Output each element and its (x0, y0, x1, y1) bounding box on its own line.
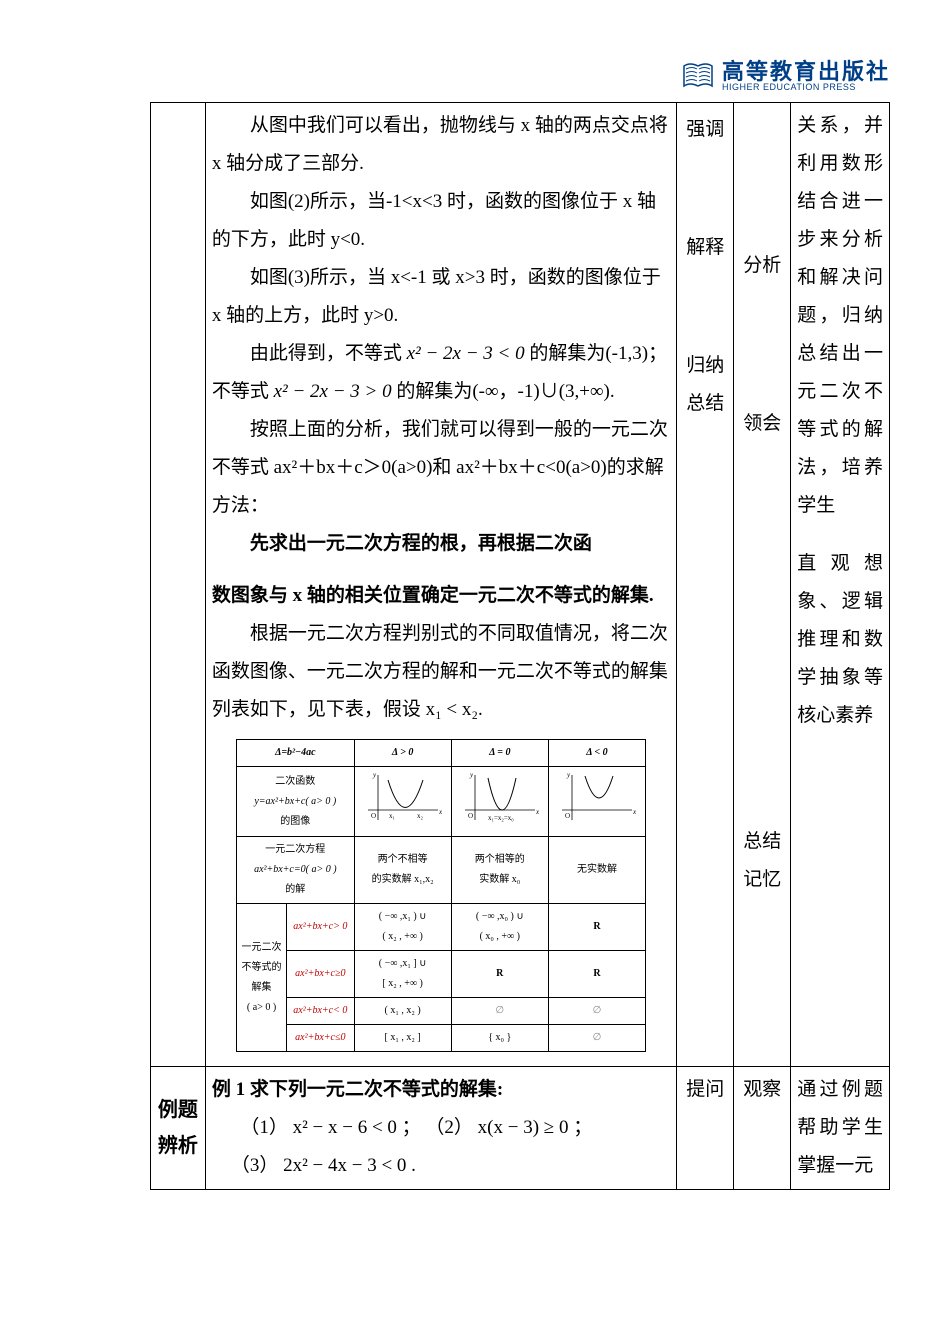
it-r3a-c3: R (548, 904, 645, 951)
r1-p4: 由此得到，不等式 x² − 2x − 3 < 0 的解集为(-1,3)；不等式 … (212, 335, 670, 411)
it-r3a-c2: ( −∞ ,x₀ ) ∪( x₀ , +∞ ) (451, 904, 548, 951)
it-h-d1: Δ > 0 (354, 740, 451, 767)
it-h-d3: Δ < 0 (548, 740, 645, 767)
svg-text:x: x (632, 808, 637, 816)
r1-p2: 如图(2)所示，当-1<x<3 时，函数的图像位于 x 轴的下方，此时 y<0. (212, 183, 670, 259)
r1c3b: 解释 (686, 229, 724, 267)
row2-col3: 提问 (677, 1067, 734, 1190)
it-r3b-c1: ( −∞ ,x₁ ] ∪[ x₂ , +∞ ) (354, 951, 451, 998)
r1-p3: 如图(3)所示，当 x<-1 或 x>3 时，函数的图像位于 x 轴的上方，此时… (212, 259, 670, 335)
it-r2-label: 一元二次方程 ax²+bx+c=0( a> 0 ) 的解 (237, 837, 355, 904)
svg-text:x₁: x₁ (389, 812, 395, 820)
it-r2-c3: 无实数解 (548, 837, 645, 904)
it-parabola-1: x y O x₁ x₂ (354, 767, 451, 837)
r1c4b: 领会 (743, 405, 781, 443)
it-r3b-c2: R (451, 951, 548, 998)
svg-text:x: x (438, 808, 443, 816)
svg-text:O: O (565, 812, 570, 820)
logo-icon (680, 60, 716, 92)
it-h-d2: Δ = 0 (451, 740, 548, 767)
it-h-delta: Δ=b²−4ac (237, 740, 355, 767)
it-f3: ax²+bx+c< 0 (287, 998, 355, 1025)
svg-text:O: O (371, 812, 376, 820)
it-r3c-c3: ∅ (548, 998, 645, 1025)
svg-text:y: y (566, 771, 571, 779)
it-f2: ax²+bx+c≥0 (287, 951, 355, 998)
it-r1-label: 二次函数 y=ax²+bx+c( a> 0 ) 的图像 (237, 767, 355, 837)
row1-content-cell: 从图中我们可以看出，抛物线与 x 轴的两点交点将 x 轴分成了三部分. 如图(2… (205, 103, 676, 1067)
svg-text:x₂: x₂ (417, 812, 424, 820)
it-parabola-3: x y O (548, 767, 645, 837)
r1c5a: 关系，并利用数形结合进一步来分析和解决问题，归纳总结出一元二次不等式的解法，培养… (797, 107, 883, 525)
it-r3d-c3: ∅ (548, 1025, 645, 1052)
svg-text:O: O (468, 812, 473, 820)
r1c4a: 分析 (743, 247, 781, 285)
discriminant-table: Δ=b²−4ac Δ > 0 Δ = 0 Δ < 0 二次函数 y=ax²+bx… (236, 739, 646, 1052)
svg-text:y: y (372, 771, 377, 779)
row2-col5: 通过例题帮助学生掌握一元 (791, 1067, 890, 1190)
it-r3d-c2: { x₀ } (451, 1025, 548, 1052)
r1-p7: 数图象与 x 轴的相关位置确定一元二次不等式的解集. (212, 577, 670, 615)
it-f1: ax²+bx+c> 0 (287, 904, 355, 951)
row2-content-cell: 例 1 求下列一元二次不等式的解集: （1） x² − x − 6 < 0 ； … (205, 1067, 676, 1190)
it-r3d-c1: [ x₁ , x₂ ] (354, 1025, 451, 1052)
it-r2-c1: 两个不相等 的实数解 x₁,x₂ (354, 837, 451, 904)
logo-en-text: HIGHER EDUCATION PRESS (722, 83, 890, 92)
r1-p1: 从图中我们可以看出，抛物线与 x 轴的两点交点将 x 轴分成了三部分. (212, 107, 670, 183)
r1-expr2: x² − 2x − 3 > 0 (274, 381, 392, 402)
it-r3c-c2: ∅ (451, 998, 548, 1025)
r1c5b: 直观想象、逻辑推理和数学抽象等核心素养 (797, 545, 883, 735)
svg-text:y: y (469, 771, 474, 779)
row1-col5: 关系，并利用数形结合进一步来分析和解决问题，归纳总结出一元二次不等式的解法，培养… (791, 103, 890, 1067)
logo-cn-text: 高等教育出版社 (722, 61, 890, 83)
r1c3c: 归纳总结 (683, 347, 727, 423)
r1-p4c: 的解集为(-∞，-1)∪(3,+∞). (392, 381, 615, 402)
row2-label-cell: 例题辨析 (151, 1067, 206, 1190)
r2-p1: 例 1 求下列一元二次不等式的解集: (212, 1071, 670, 1109)
publisher-logo: 高等教育出版社 HIGHER EDUCATION PRESS (680, 60, 890, 92)
r1c4c: 总结记忆 (740, 823, 784, 899)
it-parabola-2: x y O x₁=x₂=x₀ (451, 767, 548, 837)
r1-p6: 先求出一元二次方程的根，再根据二次函 (212, 525, 670, 563)
row2-col4: 观察 (734, 1067, 791, 1190)
r2-p3: （3） 2x² − 4x − 3 < 0 . (212, 1147, 670, 1185)
r1c3a: 强调 (686, 111, 724, 149)
row1-col4: 分析 领会 总结记忆 (734, 103, 791, 1067)
r1-p8: 根据一元二次方程判别式的不同取值情况，将二次函数图像、一元二次方程的解和一元二次… (212, 615, 670, 729)
r1-p5: 按照上面的分析，我们就可以得到一般的一元二次不等式 ax²＋bx＋c＞0(a>0… (212, 411, 670, 525)
it-r2-c2: 两个相等的 实数解 x₀ (451, 837, 548, 904)
it-r3a-c1: ( −∞ ,x₁ ) ∪( x₂ , +∞ ) (354, 904, 451, 951)
svg-text:x₁=x₂=x₀: x₁=x₂=x₀ (488, 814, 514, 822)
lesson-plan-table: 从图中我们可以看出，抛物线与 x 轴的两点交点将 x 轴分成了三部分. 如图(2… (150, 102, 890, 1190)
r1-expr1: x² − 2x − 3 < 0 (407, 343, 525, 364)
it-f4: ax²+bx+c≤0 (287, 1025, 355, 1052)
r1-p4a: 由此得到，不等式 (250, 343, 407, 364)
row1-label-cell (151, 103, 206, 1067)
row1-col3: 强调 解释 归纳总结 (677, 103, 734, 1067)
svg-text:x: x (535, 808, 540, 816)
it-r3-label: 一元二次 不等式的解集 ( a> 0 ) (237, 904, 287, 1052)
r2-p2: （1） x² − x − 6 < 0 ； （2） x(x − 3) ≥ 0 ； (212, 1109, 670, 1147)
it-r3b-c3: R (548, 951, 645, 998)
it-r3c-c1: ( x₁ , x₂ ) (354, 998, 451, 1025)
